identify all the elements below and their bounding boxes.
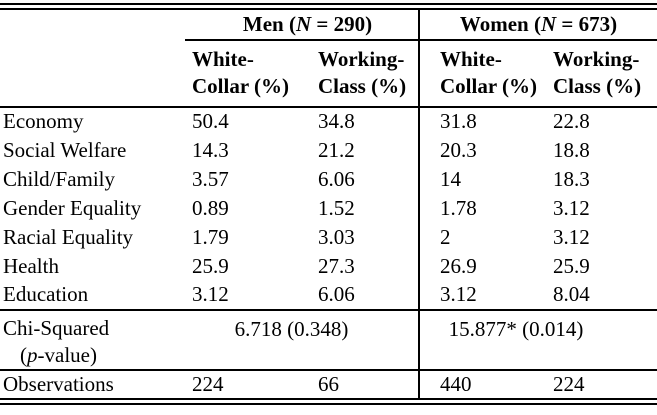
women-working-class-header: Working- Class (%) xyxy=(553,39,657,108)
men-label-pre: Men ( xyxy=(242,11,296,36)
cell-value: 0.89 xyxy=(192,195,229,220)
cell-value: 31.8 xyxy=(418,106,553,136)
men-white-collar-header: White- Collar (%) xyxy=(185,39,318,108)
header-line1: White- xyxy=(192,47,254,71)
chi-squared-women-value: 15.877* (0.014) xyxy=(418,309,657,371)
chi-squared-men-value: 6.718 (0.348) xyxy=(185,309,419,371)
observations-row: Observations 224 66 440 224 xyxy=(0,369,657,402)
empty-label-header-cell xyxy=(0,39,185,108)
table-row-gender-equality: Gender Equality 0.89 1.52 1.78 3.12 xyxy=(0,193,657,223)
cell-value: 3.12 xyxy=(185,280,318,311)
cell-value: 20.3 xyxy=(418,135,553,165)
header-line2: Class (%) xyxy=(553,74,642,98)
chi-squared-row: Chi-Squared (p-value) 6.718 (0.348) 15.8… xyxy=(0,309,657,371)
cell-value: 2 xyxy=(418,222,553,252)
cell-value: 3.03 xyxy=(318,224,355,249)
crosstab-table: Men (N = 290) Women (N = 673) White- Coll… xyxy=(0,3,657,405)
cell-value: 6.06 xyxy=(318,280,419,311)
table-row-education: Education 3.12 6.06 3.12 8.04 xyxy=(0,280,657,311)
women-group-header: Women (N = 673) xyxy=(418,6,657,41)
p-symbol: p xyxy=(27,342,38,367)
cell-value: 1.79 xyxy=(192,224,229,249)
observations-value: 440 xyxy=(418,369,553,402)
women-label-pre: Women ( xyxy=(459,11,541,36)
cell-value: 3.12 xyxy=(418,280,553,311)
women-white-collar-header: White- Collar (%) xyxy=(418,39,553,108)
observations-value: 224 xyxy=(192,371,224,396)
men-label-post: = 290) xyxy=(311,11,373,36)
row-label: Social Welfare xyxy=(3,137,127,162)
chi-label-line1: Chi-Squared xyxy=(3,315,110,340)
cell-value: 26.9 xyxy=(418,251,553,281)
row-label: Economy xyxy=(3,109,84,133)
header-line2: Class (%) xyxy=(318,74,407,98)
p-value-post: -value) xyxy=(37,342,97,367)
table-row-social-welfare: Social Welfare 14.3 21.2 20.3 18.8 xyxy=(0,135,657,165)
header-line1: White- xyxy=(440,47,502,71)
chi-squared-label: Chi-Squared (p-value) xyxy=(0,309,185,371)
observations-value: 66 xyxy=(318,371,339,396)
cell-value: 3.12 xyxy=(553,224,590,249)
women-n-symbol: N xyxy=(540,11,557,36)
cell-value: 14.3 xyxy=(192,137,229,162)
header-line2: Collar (%) xyxy=(192,74,290,98)
cell-value: 18.8 xyxy=(553,137,590,162)
cell-value: 8.04 xyxy=(553,280,657,311)
table-row-child-family: Child/Family 3.57 6.06 14 18.3 xyxy=(0,164,657,194)
header-line2: Collar (%) xyxy=(440,74,538,98)
cell-value: 25.9 xyxy=(553,253,590,278)
cell-value: 3.12 xyxy=(553,195,590,220)
row-label: Education xyxy=(0,280,185,311)
header-line1: Working- xyxy=(553,47,640,71)
row-label: Gender Equality xyxy=(3,195,142,220)
subheader-row: White- Collar (%) Working- Class (%) White… xyxy=(0,39,657,108)
chi-label-line2: (p-value) xyxy=(3,342,185,368)
table-row-health: Health 25.9 27.3 26.9 25.9 xyxy=(0,251,657,281)
observations-value: 224 xyxy=(553,371,585,396)
cell-value: 25.9 xyxy=(192,253,229,278)
p-value-pre: ( xyxy=(20,342,27,367)
cell-value: 3.57 xyxy=(192,166,229,191)
group-header-row: Men (N = 290) Women (N = 673) xyxy=(0,6,657,41)
cell-value: 21.2 xyxy=(318,137,355,162)
cell-value: 34.8 xyxy=(318,109,355,133)
observations-label: Observations xyxy=(3,371,114,396)
empty-corner-cell xyxy=(0,7,185,40)
cell-value: 22.8 xyxy=(553,109,590,133)
cell-value: 1.78 xyxy=(418,193,553,223)
header-line1: Working- xyxy=(318,47,405,71)
men-working-class-header: Working- Class (%) xyxy=(318,39,419,108)
row-label: Child/Family xyxy=(3,166,116,191)
men-group-header: Men (N = 290) xyxy=(185,6,419,41)
cell-value: 6.06 xyxy=(318,166,355,191)
cell-value: 1.52 xyxy=(318,195,355,220)
table-row-racial-equality: Racial Equality 1.79 3.03 2 3.12 xyxy=(0,222,657,252)
row-label: Health xyxy=(3,253,59,278)
cell-value: 50.4 xyxy=(192,109,229,133)
row-label: Racial Equality xyxy=(3,224,134,249)
women-label-post: = 673) xyxy=(556,11,618,36)
cell-value: 27.3 xyxy=(318,253,355,278)
table-row-economy: Economy 50.4 34.8 31.8 22.8 xyxy=(0,106,657,136)
men-n-symbol: N xyxy=(295,11,312,36)
cell-value: 18.3 xyxy=(553,166,590,191)
cell-value: 14 xyxy=(418,164,553,194)
